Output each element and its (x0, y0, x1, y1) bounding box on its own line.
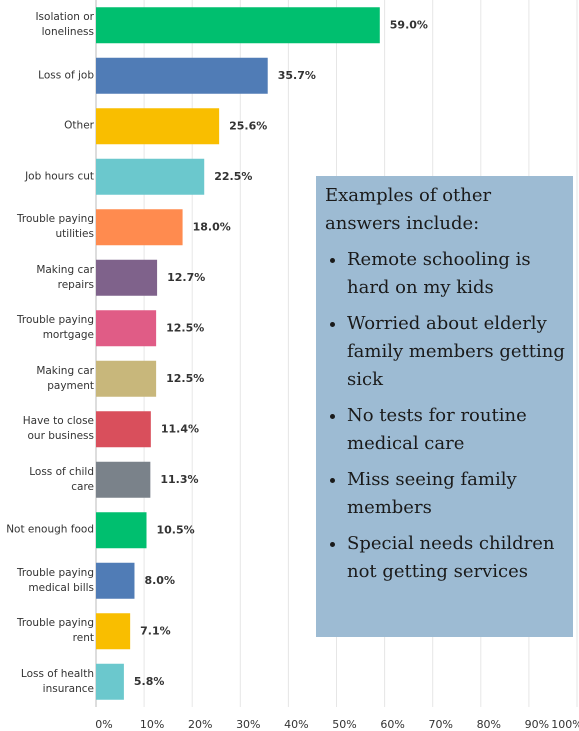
bar (96, 7, 380, 44)
value-label: 8.0% (144, 574, 175, 587)
y-tick-label: Isolation or loneliness (35, 11, 94, 39)
bar (96, 512, 147, 549)
value-label: 7.1% (140, 624, 171, 637)
value-label: 12.5% (166, 321, 204, 334)
bar (96, 259, 158, 296)
x-tick-label: 40% (284, 718, 308, 731)
y-tick-label: Trouble paying medical bills (17, 566, 94, 594)
x-tick-label: 0% (95, 718, 112, 731)
bar (96, 57, 268, 94)
x-tick-label: 10% (140, 718, 164, 731)
x-tick-label: 30% (236, 718, 260, 731)
x-tick-label: 90% (525, 718, 549, 731)
y-tick-label: Have to close our business (22, 415, 94, 443)
value-label: 10.5% (157, 523, 195, 536)
value-label: 11.4% (161, 422, 199, 435)
value-label: 35.7% (278, 69, 316, 82)
bar (96, 562, 135, 599)
annotation-title: Examples of other answers include: (325, 185, 492, 234)
value-label: 5.8% (134, 675, 165, 688)
y-tick-label: Making car repairs (36, 263, 94, 291)
bar (96, 360, 157, 397)
value-label: 22.5% (214, 170, 252, 183)
value-label: 12.7% (167, 271, 205, 284)
y-tick-label: Trouble paying rent (17, 617, 94, 645)
bar (96, 108, 220, 145)
bar (96, 310, 157, 347)
y-tick-label: Trouble paying utilities (17, 213, 94, 241)
y-tick-label: Not enough food (6, 523, 94, 536)
bar (96, 158, 205, 195)
y-tick-label: Trouble paying mortgage (17, 314, 94, 342)
value-label: 18.0% (193, 220, 231, 233)
annotation-list: Remote schooling is hard on my kids Worri… (325, 246, 565, 586)
value-label: 11.3% (160, 473, 198, 486)
bar (96, 613, 131, 650)
annotation-box: Examples of other answers include: Remot… (316, 176, 573, 637)
bar (96, 209, 183, 246)
value-label: 25.6% (229, 119, 267, 132)
annotation-item: Special needs children not getting servi… (347, 530, 565, 586)
bar (96, 461, 151, 498)
annotation-item: Miss seeing family members (347, 466, 565, 522)
y-tick-label: Other (64, 119, 94, 132)
x-tick-label: 80% (477, 718, 501, 731)
x-tick-label: 50% (332, 718, 356, 731)
y-tick-label: Loss of job (38, 69, 94, 82)
y-tick-label: Making car payment (36, 364, 94, 392)
bar (96, 663, 124, 700)
value-label: 59.0% (390, 18, 428, 31)
y-tick-label: Job hours cut (25, 170, 94, 183)
x-tick-label: 70% (428, 718, 452, 731)
value-label: 12.5% (166, 372, 204, 385)
y-tick-label: Loss of child care (29, 465, 94, 493)
annotation-item: Remote schooling is hard on my kids (347, 246, 565, 302)
x-tick-label: 20% (188, 718, 212, 731)
annotation-item: No tests for routine medical care (347, 402, 565, 458)
x-tick-label: 100% (551, 718, 579, 731)
y-tick-label: Loss of health insurance (20, 667, 94, 695)
bar (96, 411, 151, 448)
annotation-item: Worried about elderly family members get… (347, 310, 565, 394)
x-tick-label: 60% (380, 718, 404, 731)
